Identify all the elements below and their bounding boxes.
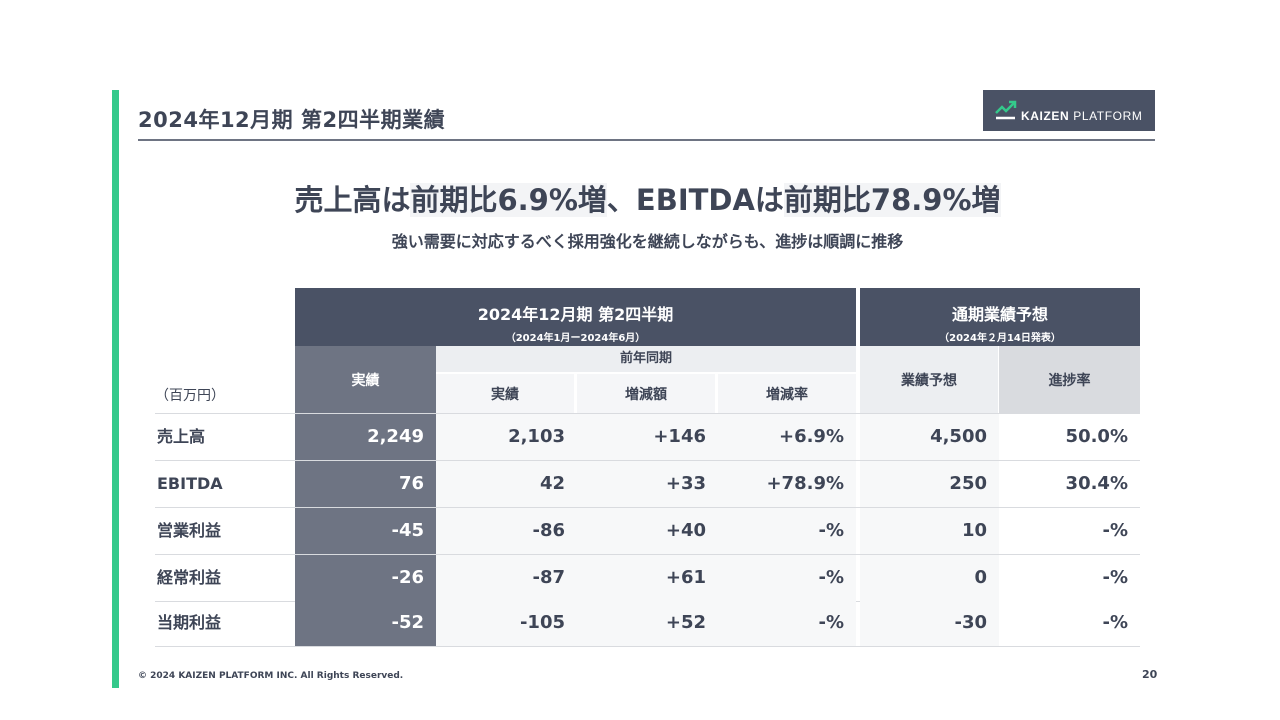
column-header-prev-actual: 実績 [436,374,574,413]
header-current-period: 2024年12月期 第2四半期 （2024年1月ー2024年6月） [295,288,856,346]
table-row: 当期利益 -52 -105 +52 -% -30 -% [155,600,1140,647]
headline: 売上高は前期比6.9%増、EBITDAは前期比78.9%増 [0,177,1280,219]
header-forecast-date: （2024年２月14日発表） [939,333,1061,344]
headline-part2: 前期比6.9%増 [410,183,607,217]
headline-part3: 、EBITDAは [606,183,784,217]
cell-progress: -% [999,600,1140,646]
slide-title: 2024年12月期 第2四半期業績 [138,108,446,132]
row-label: 売上高 [157,427,206,446]
row-divider [155,507,1140,508]
cell-progress: -% [999,555,1140,601]
cell-actual: -45 [295,508,436,554]
cell-forecast: 10 [860,508,999,554]
cell-forecast: -30 [860,600,999,646]
cell-diff: +52 [577,600,718,646]
cell-diff: +146 [577,414,718,460]
table-row: 営業利益 -45 -86 +40 -% 10 -% [155,508,1140,555]
cell-progress: -% [999,508,1140,554]
cell-progress: 30.4% [999,461,1140,507]
cell-prev-actual: -105 [436,600,577,646]
cell-actual: 2,249 [295,414,436,460]
logo-text: KAIZEN PLATFORM [1021,109,1142,123]
column-header-rate: 増減率 [718,374,856,413]
logo-text-rest: PLATFORM [1069,109,1143,123]
cell-rate: +78.9% [718,461,856,507]
row-label: EBITDA [157,474,223,493]
row-label: 経常利益 [157,568,222,587]
cell-diff: +40 [577,508,718,554]
cell-prev-actual: 2,103 [436,414,577,460]
cell-actual: -52 [295,600,436,646]
cell-diff: +61 [577,555,718,601]
logo-text-bold: KAIZEN [1021,109,1070,123]
page-number: 20 [1142,668,1158,681]
row-label: 当期利益 [157,613,222,632]
table-row: 経常利益 -26 -87 +61 -% 0 -% [155,555,1140,602]
cell-diff: +33 [577,461,718,507]
cell-rate: -% [718,600,856,646]
row-divider [155,554,1140,555]
cell-progress: 50.0% [999,414,1140,460]
unit-label: （百万円） [155,388,225,404]
header-current-title: 2024年12月期 第2四半期 [477,305,674,324]
column-header-forecast: 業績予想 [860,346,998,413]
cell-forecast: 0 [860,555,999,601]
row-divider [155,646,1140,647]
trend-arrow-icon [995,100,1017,120]
column-group-previous-year: 前年同期 [436,346,856,372]
table-top-rule [155,413,1140,414]
cell-actual: 76 [295,461,436,507]
table-row: 売上高 2,249 2,103 +146 +6.9% 4,500 50.0% [155,414,1140,461]
subheadline: 強い需要に対応するべく採用強化を継続しながらも、進捗は順調に推移 [391,232,904,251]
headline-part4: 前期比78.9%増 [783,183,1001,217]
headline-part1: 売上高は [294,183,411,217]
header-current-range: （2024年1月ー2024年6月） [505,333,646,344]
table-row: EBITDA 76 42 +33 +78.9% 250 30.4% [155,461,1140,508]
row-divider [155,460,1140,461]
column-header-diff: 増減額 [577,374,715,413]
cell-forecast: 4,500 [860,414,999,460]
company-logo: KAIZEN PLATFORM [983,90,1155,131]
title-divider [138,139,1155,141]
cell-prev-actual: 42 [436,461,577,507]
accent-bar [112,90,119,688]
header-forecast: 通期業績予想 （2024年２月14日発表） [860,288,1140,346]
column-header-progress: 進捗率 [999,346,1140,413]
cell-prev-actual: -87 [436,555,577,601]
cell-rate: -% [718,508,856,554]
cell-actual: -26 [295,555,436,601]
copyright-footer: © 2024 KAIZEN PLATFORM INC. All Rights R… [138,671,404,681]
cell-rate: -% [718,555,856,601]
cell-prev-actual: -86 [436,508,577,554]
row-label: 営業利益 [157,521,222,540]
column-header-actual: 実績 [295,346,436,413]
cell-rate: +6.9% [718,414,856,460]
cell-forecast: 250 [860,461,999,507]
header-forecast-title: 通期業績予想 [951,305,1048,324]
